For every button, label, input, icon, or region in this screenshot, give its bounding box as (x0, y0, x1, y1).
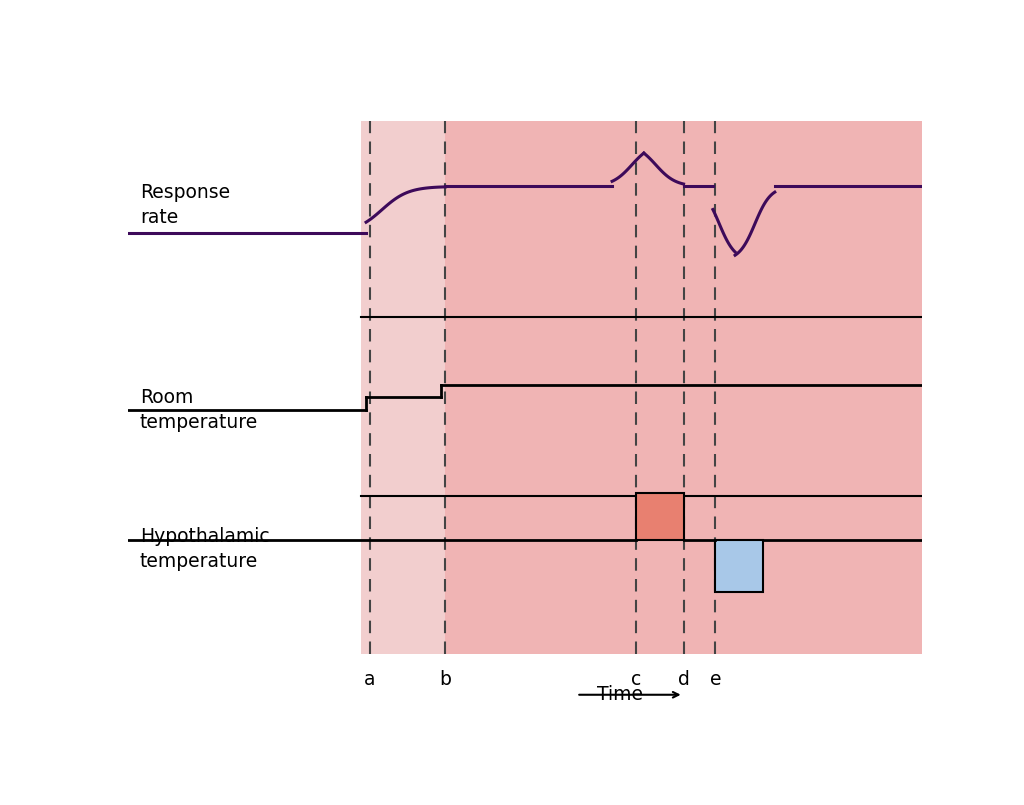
Text: Room
temperature: Room temperature (140, 388, 258, 431)
Bar (636, 493, 684, 540)
Bar (360, 122, 445, 654)
Text: d: d (678, 670, 689, 689)
Text: c: c (631, 670, 641, 689)
Text: b: b (439, 670, 452, 689)
Bar (445, 122, 922, 654)
Bar (715, 540, 763, 592)
Text: a: a (365, 670, 376, 689)
Text: Response
rate: Response rate (140, 183, 230, 227)
Text: Hypothalamic
temperature: Hypothalamic temperature (140, 527, 269, 571)
Text: Time: Time (597, 685, 643, 704)
Text: e: e (710, 670, 721, 689)
